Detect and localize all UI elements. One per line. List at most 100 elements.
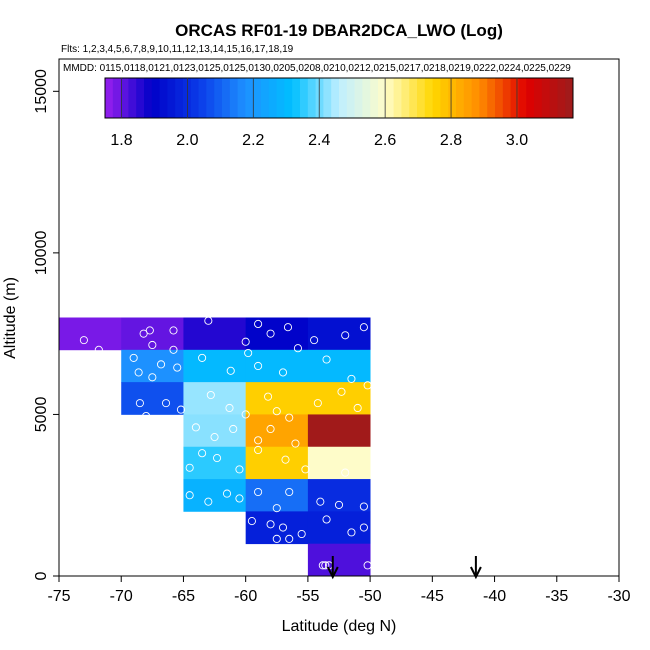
colorbar-segment (557, 78, 566, 118)
flights-caption: Flts: 1,2,3,4,5,6,7,8,9,10,11,12,13,14,1… (61, 44, 294, 55)
sample-marker (204, 316, 213, 325)
heatmap-cell (245, 349, 309, 383)
sample-marker (254, 319, 263, 329)
x-tick-label: -60 (234, 588, 257, 605)
sample-marker (264, 392, 273, 401)
heatmap-cell (245, 479, 309, 512)
colorbar-segment (534, 78, 543, 118)
colorbar-segment (346, 78, 356, 118)
sample-marker (135, 399, 144, 408)
colorbar-segment (487, 78, 496, 118)
x-tick-label: -70 (110, 588, 133, 605)
sample-marker (359, 323, 368, 332)
colorbar-segment (541, 78, 551, 118)
heatmap-cell (307, 511, 371, 545)
sample-marker (363, 561, 372, 570)
sample-marker (148, 340, 157, 350)
colorbar-segment (284, 78, 293, 118)
sample-marker (278, 368, 288, 377)
sample-marker (169, 345, 178, 354)
colorbar-segment (495, 78, 504, 118)
y-axis-label: Altitude (m) (2, 277, 19, 359)
heatmap-cell (307, 382, 371, 415)
sample-marker (176, 405, 186, 414)
heatmap-cell (183, 446, 247, 480)
colorbar-segment (198, 78, 207, 118)
sample-marker (301, 465, 310, 474)
colorbar-segment (502, 78, 512, 118)
flight-arrow (469, 556, 482, 580)
colorbar-ticks: 1.8 2.0 2.2 2.4 2.6 2.8 3.0 (110, 78, 528, 149)
colorbar-segment (409, 78, 418, 118)
sample-marker (278, 523, 288, 532)
heatmap-cell (183, 479, 247, 512)
sample-marker (353, 403, 362, 413)
sample-marker (229, 424, 238, 434)
sample-marker (161, 399, 171, 408)
x-tick-label: -45 (421, 588, 444, 605)
heatmap-cell (245, 382, 309, 415)
colorbar-segment (120, 78, 129, 118)
heatmap-cell (183, 317, 247, 351)
sample-marker (185, 463, 194, 472)
heatmap-cell (307, 414, 371, 448)
heatmap-cell (121, 382, 184, 415)
colorbar-segment (378, 78, 387, 118)
colorbar-segment (112, 78, 122, 118)
heatmap-cell (307, 543, 371, 577)
sample-marker (156, 360, 166, 369)
colorbar (104, 77, 574, 119)
y-tick-label: 0 (33, 571, 50, 580)
sample-marker (254, 436, 263, 445)
sample-marker (134, 368, 143, 377)
sample-marker (318, 561, 327, 570)
heatmap-cell (307, 349, 371, 383)
colorbar-segment (393, 78, 402, 118)
heatmap-cell (183, 382, 247, 415)
heatmap-cell (307, 317, 371, 351)
flight-arrow (326, 556, 339, 580)
sample-marker (313, 399, 322, 408)
colorbar-segment (510, 78, 519, 118)
heatmap-cell (245, 511, 309, 545)
sample-marker (235, 465, 244, 474)
y-tick-label: 15000 (33, 69, 50, 114)
plot-frame (58, 58, 620, 577)
sample-marker (198, 449, 207, 458)
colorbar-segment (136, 78, 145, 118)
x-axis-label: Latitude (deg N) (282, 618, 397, 635)
sample-marker (204, 497, 213, 506)
sample-marker (281, 455, 290, 464)
sample-marker (293, 344, 302, 353)
colorbar-segment (190, 78, 200, 118)
sample-marker (291, 439, 300, 448)
colorbar-segment (362, 78, 371, 118)
colorbar-segment (229, 78, 239, 118)
colorbar-segment (401, 78, 410, 118)
colorbar-segment (105, 78, 114, 118)
sample-marker (212, 454, 222, 463)
colorbar-segment (300, 78, 309, 118)
sample-marker (185, 491, 194, 500)
dates-caption: MMDD: 0115,0118,0121,0123,0125,0125,0130… (63, 63, 571, 74)
sample-marker (285, 413, 294, 422)
colorbar-tick-label: 2.4 (308, 132, 330, 149)
heatmap-cell (59, 317, 122, 351)
colorbar-segment (315, 78, 324, 118)
colorbar-segment (292, 78, 301, 118)
colorbar-segment (354, 78, 363, 118)
sample-marker (241, 410, 250, 419)
sample-marker (79, 336, 88, 345)
sample-marker (347, 374, 356, 383)
sample-marker (359, 502, 368, 511)
sample-marker (322, 515, 331, 524)
colorbar-segment (151, 78, 161, 118)
colorbar-segment (144, 78, 153, 118)
colorbar-tick-label: 1.8 (110, 132, 132, 149)
sample-marker (94, 345, 103, 354)
sample-marker (341, 331, 350, 340)
colorbar-segment (456, 78, 465, 118)
colorbar-tick-label: 2.2 (242, 132, 264, 149)
sample-marker (322, 355, 331, 364)
x-tick-label: -75 (47, 588, 70, 605)
